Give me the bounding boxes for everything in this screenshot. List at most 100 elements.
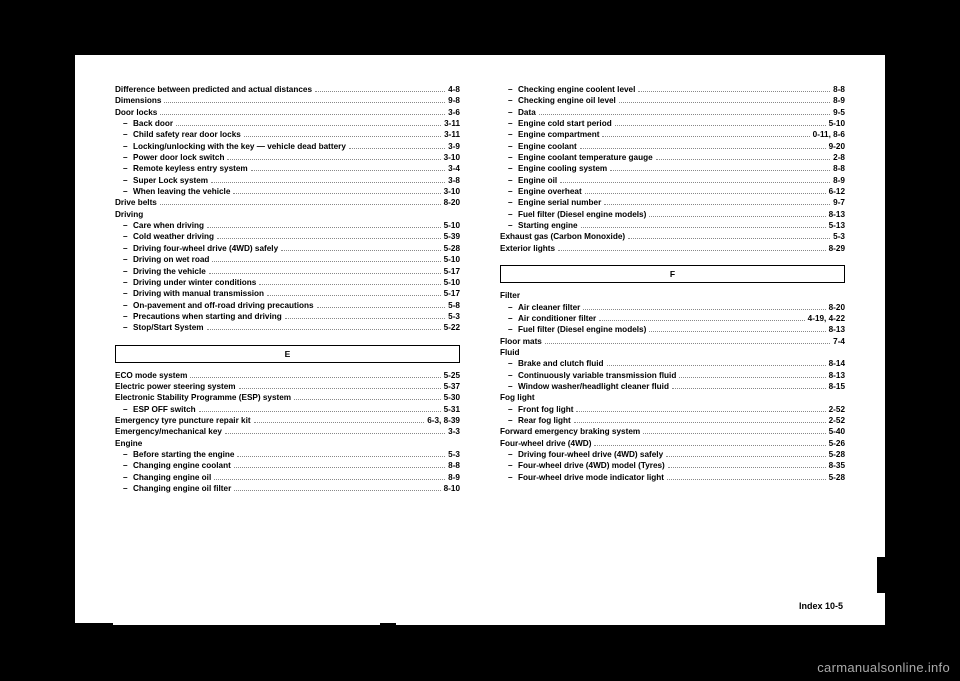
entry-label: Driving the vehicle — [133, 267, 206, 277]
index-entry: When leaving the vehicle 3-10 — [115, 187, 460, 197]
entry-dots — [160, 114, 445, 115]
index-entry: Fuel filter (Diesel engine models)8-13 — [500, 325, 845, 335]
index-entry: Brake and clutch fluid 8-14 — [500, 359, 845, 369]
entry-page: 3-10 — [444, 153, 460, 163]
entry-dots — [315, 91, 445, 92]
entry-dots — [656, 159, 830, 160]
entry-page: 0-11, 8-6 — [813, 130, 845, 140]
entry-dots — [211, 182, 445, 183]
entry-page: 4-19, 4-22 — [808, 314, 845, 324]
entry-dots — [580, 148, 826, 149]
index-entry: Rear fog light2-52 — [500, 416, 845, 426]
index-entry: Driving on wet road5-10 — [115, 255, 460, 265]
index-entry: Engine — [115, 439, 460, 449]
entry-page: 8-13 — [829, 210, 845, 220]
index-entry: Changing engine coolant8-8 — [115, 461, 460, 471]
entry-page: 8-14 — [829, 359, 845, 369]
bottom-mark-right — [380, 623, 396, 633]
index-entry: Filter — [500, 291, 845, 301]
entry-page: 2-52 — [829, 405, 845, 415]
index-entry: Remote keyless entry system3-4 — [115, 164, 460, 174]
entry-dots — [199, 411, 441, 412]
entry-label: Changing engine oil — [133, 473, 211, 483]
entry-page: 5-17 — [444, 289, 460, 299]
index-entry: On-pavement and off-road driving precaut… — [115, 301, 460, 311]
entry-dots — [604, 204, 830, 205]
entry-label: Engine cooling system — [518, 164, 607, 174]
index-entry: Electronic Stability Programme (ESP) sys… — [115, 393, 460, 403]
entry-page: 6-3, 8-39 — [427, 416, 460, 426]
entry-dots — [285, 318, 445, 319]
entry-label: Remote keyless entry system — [133, 164, 248, 174]
entry-label: Checking engine coolent level — [518, 85, 635, 95]
index-entry: Power door lock switch 3-10 — [115, 153, 460, 163]
entry-label: Engine coolant — [518, 142, 577, 152]
entry-dots — [539, 114, 830, 115]
entry-page: 9-8 — [448, 96, 460, 106]
entry-dots — [239, 388, 441, 389]
index-entry: Child safety rear door locks3-11 — [115, 130, 460, 140]
entry-page: 3-10 — [444, 187, 460, 197]
entry-page: 5-8 — [448, 301, 460, 311]
entry-page: 5-10 — [829, 119, 845, 129]
bottom-mark-left — [75, 623, 113, 633]
entry-label: Exhaust gas (Carbon Monoxide) — [500, 232, 625, 242]
entry-label: Driving on wet road — [133, 255, 209, 265]
entry-label: Continuously variable transmission fluid — [518, 371, 676, 381]
entry-page: 4-8 — [448, 85, 460, 95]
entry-dots — [190, 377, 440, 378]
entry-page: 3-9 — [448, 142, 460, 152]
entry-page: 5-28 — [829, 473, 845, 483]
index-entry: Fog light — [500, 393, 845, 403]
entry-label: When leaving the vehicle — [133, 187, 230, 197]
entry-page: 8-20 — [444, 198, 460, 208]
entry-dots — [244, 136, 441, 137]
index-entry: Cold weather driving5-39 — [115, 232, 460, 242]
entry-label: Difference between predicted and actual … — [115, 85, 312, 95]
entry-dots — [209, 273, 441, 274]
entry-dots — [234, 467, 445, 468]
entry-page: 5-3 — [833, 232, 845, 242]
entry-dots — [294, 399, 441, 400]
watermark: carmanualsonline.info — [817, 660, 950, 675]
index-entry: Stop/Start System5-22 — [115, 323, 460, 333]
entry-page: 8-8 — [833, 85, 845, 95]
index-entry: Emergency/mechanical key3-3 — [115, 427, 460, 437]
index-entry: ECO mode system5-25 — [115, 371, 460, 381]
entry-page: 5-28 — [444, 244, 460, 254]
entry-label: Driving four-wheel drive (4WD) safely — [518, 450, 663, 460]
index-entry: Engine cold start period5-10 — [500, 119, 845, 129]
index-entry: Continuously variable transmission fluid… — [500, 371, 845, 381]
entry-dots — [251, 170, 445, 171]
entry-label: Brake and clutch fluid — [518, 359, 604, 369]
index-entry: Forward emergency braking system5-40 — [500, 427, 845, 437]
index-entry: Emergency tyre puncture repair kit6-3, 8… — [115, 416, 460, 426]
entry-label: Before starting the engine — [133, 450, 234, 460]
entry-label: Engine — [115, 439, 142, 449]
entry-page: 8-29 — [829, 244, 845, 254]
entry-label: Dimensions — [115, 96, 161, 106]
entry-label: ESP OFF switch — [133, 405, 196, 415]
index-entry: Checking engine coolent level 8-8 — [500, 85, 845, 95]
entry-label: Fuel filter (Diesel engine models) — [518, 325, 646, 335]
index-entry: Engine coolant9-20 — [500, 142, 845, 152]
entry-page: 8-13 — [829, 371, 845, 381]
entry-dots — [160, 204, 441, 205]
entry-page: 2-8 — [833, 153, 845, 163]
entry-label: Engine compartment — [518, 130, 599, 140]
entry-label: Electronic Stability Programme (ESP) sys… — [115, 393, 291, 403]
entry-label: Four-wheel drive mode indicator light — [518, 473, 664, 483]
entry-page: 5-10 — [444, 278, 460, 288]
entry-dots — [207, 227, 441, 228]
entry-dots — [237, 456, 445, 457]
entry-dots — [581, 227, 826, 228]
entry-dots — [583, 309, 825, 310]
entry-page: 5-13 — [829, 221, 845, 231]
entry-label: Electric power steering system — [115, 382, 236, 392]
index-entry: Driving under winter conditions5-10 — [115, 278, 460, 288]
index-entry: Driving the vehicle5-17 — [115, 267, 460, 277]
entry-label: Power door lock switch — [133, 153, 224, 163]
entry-dots — [225, 433, 445, 434]
entry-dots — [599, 320, 804, 321]
entry-page: 8-9 — [833, 176, 845, 186]
